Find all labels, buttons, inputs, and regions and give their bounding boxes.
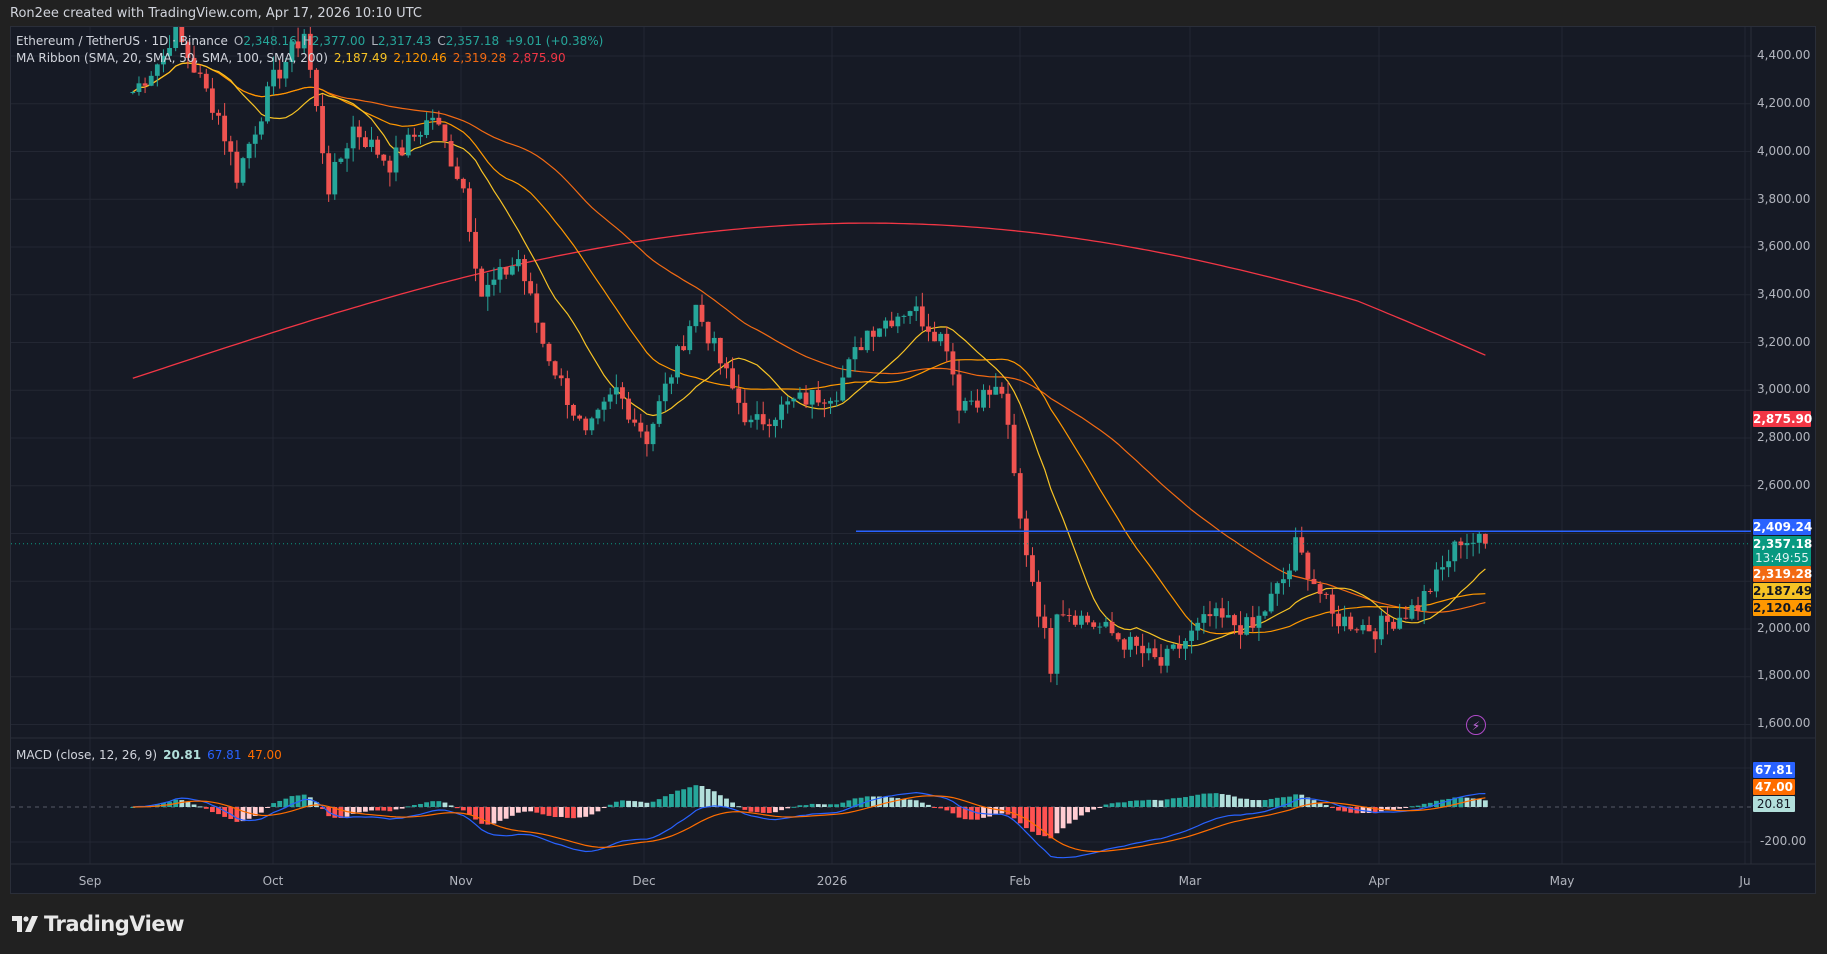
price-tick: 4,400.00 — [1757, 48, 1811, 62]
macd-signal-tag: 47.00 — [1753, 779, 1795, 795]
ma20-value: 2,187.49 — [333, 51, 388, 65]
tradingview-logo: TradingView — [12, 912, 184, 936]
price-tick: 3,000.00 — [1757, 382, 1811, 396]
close-value: 2,357.18 — [445, 34, 500, 48]
hline-price-tag[interactable]: 2,409.24 — [1753, 519, 1813, 535]
ma20-price-tag: 2,187.49 — [1753, 583, 1813, 599]
time-label: Oct — [262, 874, 284, 888]
chart-frame[interactable] — [10, 26, 1816, 894]
time-label: 2026 — [816, 874, 848, 888]
price-tick: 3,200.00 — [1757, 335, 1811, 349]
ma-ribbon-legend: MA Ribbon (SMA, 20, SMA, 50, SMA, 100, S… — [16, 51, 572, 65]
macd-tick: -200.00 — [1760, 834, 1807, 848]
macd-legend: MACD (close, 12, 26, 9) 20.81 67.81 47.00 — [16, 748, 288, 762]
time-label: Mar — [1178, 874, 1202, 888]
chart-credit: Ron2ee created with TradingView.com, Apr… — [10, 6, 422, 21]
macd-hist-tag: 20.81 — [1753, 796, 1795, 812]
price-tick: 1,600.00 — [1757, 716, 1811, 730]
price-tick: 4,000.00 — [1757, 144, 1811, 158]
ma100-value: 2,319.28 — [452, 51, 507, 65]
price-tick: 3,800.00 — [1757, 192, 1811, 206]
logo-text: TradingView — [44, 912, 184, 936]
ma100-price-tag: 2,319.28 — [1753, 566, 1813, 582]
macd-hist-value: 20.81 — [163, 748, 202, 762]
high-value: 2,377.00 — [311, 34, 366, 48]
ma-ribbon-title[interactable]: MA Ribbon (SMA, 20, SMA, 50, SMA, 100, S… — [16, 51, 328, 65]
macd-signal-value: 47.00 — [247, 748, 282, 762]
price-tick: 3,400.00 — [1757, 287, 1811, 301]
price-tick: 1,800.00 — [1757, 668, 1811, 682]
price-tick: 2,000.00 — [1757, 621, 1811, 635]
ma50-price-tag: 2,120.46 — [1753, 600, 1813, 616]
macd-title[interactable]: MACD (close, 12, 26, 9) — [16, 748, 158, 762]
tradingview-logo-icon — [12, 916, 38, 932]
price-tick: 4,200.00 — [1757, 96, 1811, 110]
symbol-legend: Ethereum / TetherUS · 1D · Binance O2,348… — [16, 34, 604, 48]
macd-line-value: 67.81 — [207, 748, 242, 762]
time-label: Nov — [449, 874, 473, 888]
price-tick: 2,600.00 — [1757, 478, 1811, 492]
symbol-title[interactable]: Ethereum / TetherUS · 1D · Binance — [16, 34, 228, 48]
ma50-value: 2,120.46 — [393, 51, 447, 65]
price-tick: 2,800.00 — [1757, 430, 1811, 444]
last-price-tag: 2,357.18 — [1753, 536, 1813, 552]
time-label: Sep — [78, 874, 102, 888]
ma200-value: 2,875.90 — [512, 51, 566, 65]
low-value: 2,317.43 — [377, 34, 432, 48]
time-label: Feb — [1009, 874, 1031, 888]
bar-countdown: 13:49:55 — [1753, 550, 1811, 566]
time-label: Dec — [632, 874, 656, 888]
lightning-icon[interactable]: ⚡ — [1466, 715, 1486, 735]
open-value: 2,348.16 — [243, 34, 297, 48]
time-label: May — [1549, 874, 1575, 888]
ma200-price-tag: 2,875.90 — [1753, 411, 1813, 427]
macd-line-tag: 67.81 — [1753, 762, 1795, 778]
time-label: Apr — [1368, 874, 1390, 888]
price-tick: 3,600.00 — [1757, 239, 1811, 253]
change-value: +9.01 (+0.38%) — [505, 34, 604, 48]
time-label: Ju — [1739, 874, 1751, 888]
